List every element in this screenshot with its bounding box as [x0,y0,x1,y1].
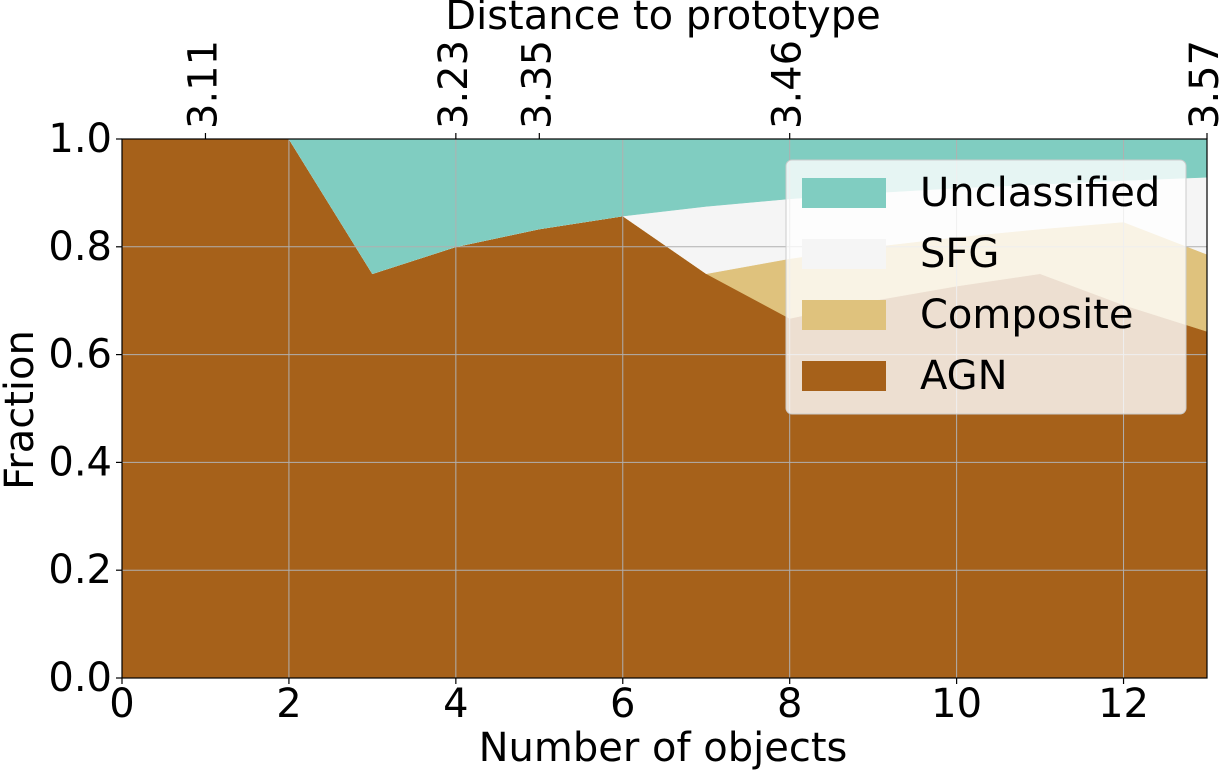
legend-label: Unclassified [920,170,1160,216]
x-tick-label: 2 [276,681,301,727]
top-tick-label: 3.23 [431,40,477,129]
x-tick-label: 8 [777,681,802,727]
legend-swatch [802,239,886,269]
legend-label: SFG [920,231,999,277]
legend-swatch [802,361,886,391]
plot-frame [121,138,1208,679]
y-axis-label: Fraction [0,330,43,490]
top-tick-label: 3.35 [514,40,560,129]
y-tick-label: 0.0 [48,655,112,701]
x-tick-label: 6 [610,681,635,727]
y-tick-label: 0.6 [48,332,112,378]
legend-swatch [802,178,886,208]
y-tick-label: 0.4 [48,439,112,485]
legend-label: AGN [920,353,1008,399]
y-tick-label: 1.0 [48,116,112,162]
x-axis-label: Number of objects [479,725,848,771]
y-tick-label: 0.2 [48,547,112,593]
top-tick-label: 3.11 [180,40,226,129]
x-tick-label: 4 [443,681,468,727]
top-tick-label: 3.57 [1182,40,1226,129]
legend-label: Composite [920,292,1133,338]
top-tick-label: 3.46 [765,40,811,129]
legend-box [785,159,1187,415]
top-axis-label: Distance to prototype [445,0,880,39]
y-tick-label: 0.8 [48,224,112,270]
x-tick-label: 0 [109,681,134,727]
legend-swatch [802,300,886,330]
x-tick-label: 12 [1098,681,1149,727]
x-tick-label: 10 [931,681,982,727]
